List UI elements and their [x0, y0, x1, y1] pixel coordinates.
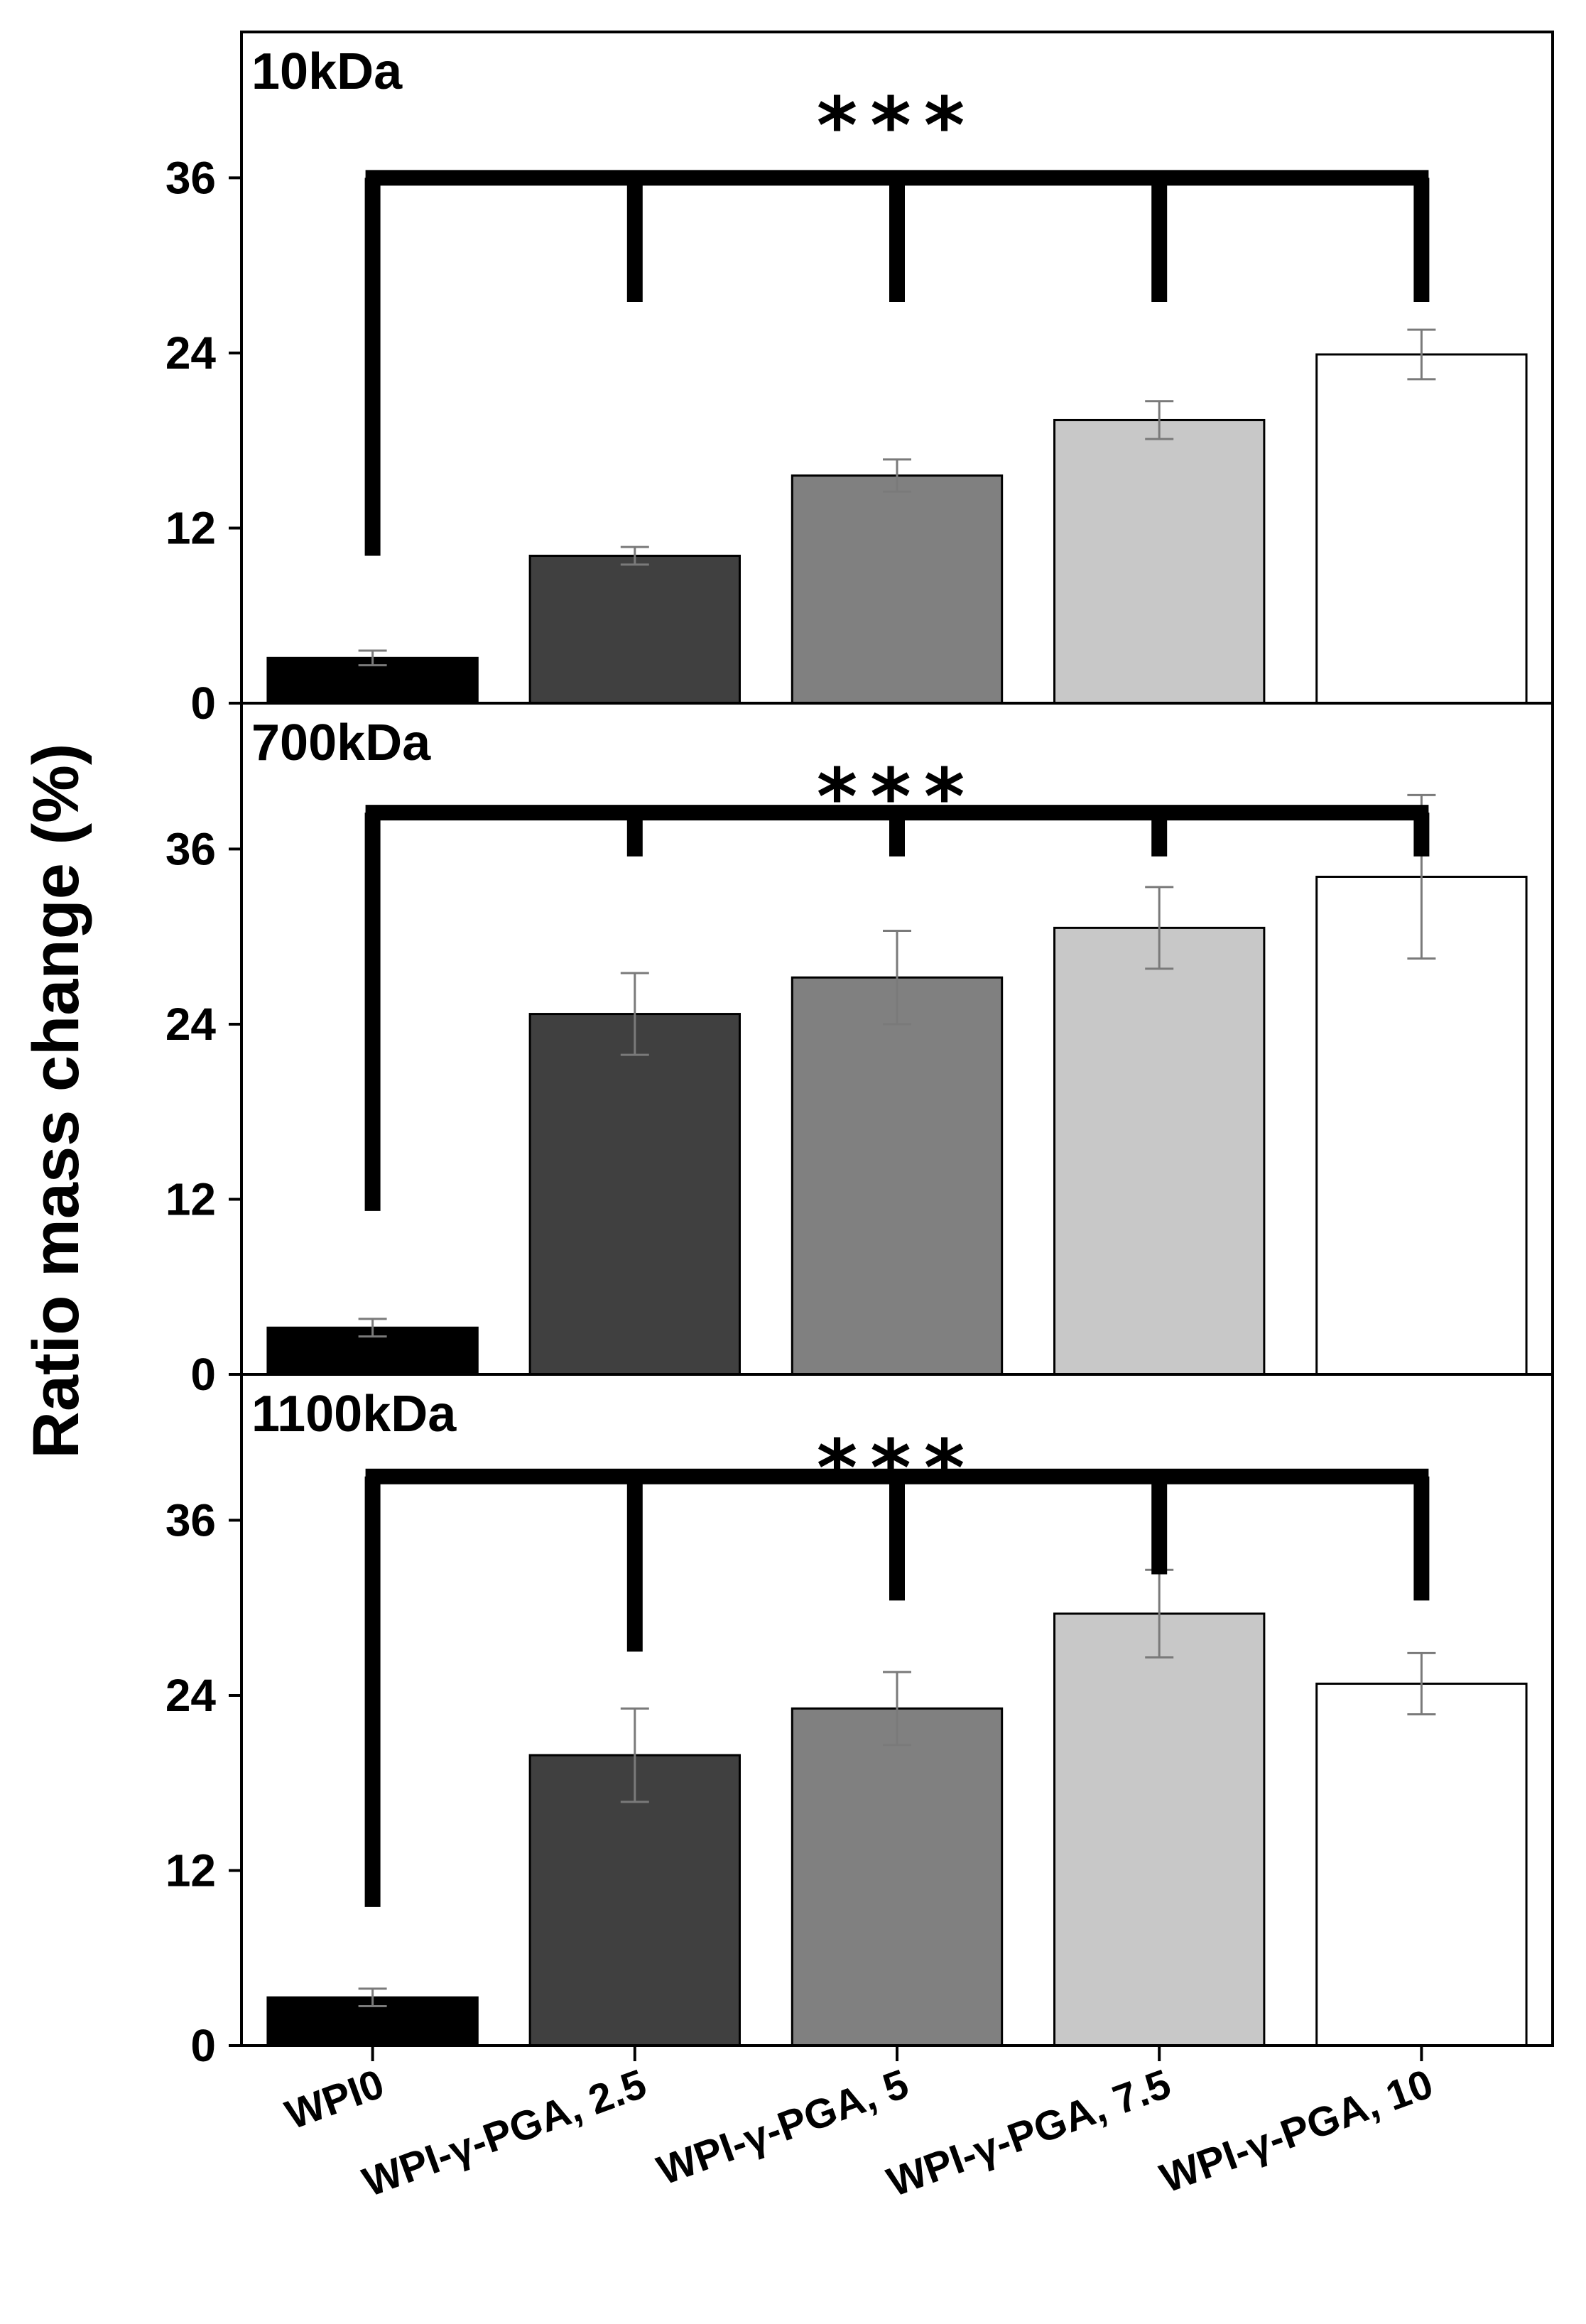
y-tick-label: 0: [190, 1349, 216, 1400]
panel-title: 700kDa: [251, 715, 431, 771]
panel-title: 10kDa: [251, 43, 403, 100]
bar: [528, 1013, 741, 1376]
significance-stars: ***: [817, 80, 978, 171]
bar: [1315, 1683, 1528, 2047]
y-tick-label: 12: [165, 502, 216, 553]
panel-title: 1100kDa: [251, 1386, 457, 1443]
y-tick-label: 36: [165, 152, 216, 203]
bar: [791, 976, 1004, 1376]
x-tick-label: WPI-γ-PGA, 10: [1154, 2060, 1439, 2202]
y-tick-label: 36: [165, 823, 216, 874]
y-tick-label: 0: [190, 2020, 216, 2071]
bar: [1053, 926, 1266, 1376]
x-tick-label: WPI-γ-PGA, 5: [651, 2060, 914, 2194]
y-tick-label: 12: [165, 1173, 216, 1225]
x-tick-label: WPI0: [280, 2060, 390, 2139]
x-tick-label: WPI-γ-PGA, 2.5: [357, 2060, 652, 2205]
y-tick-label: 24: [165, 327, 217, 379]
significance-stars: ***: [817, 751, 978, 842]
bar: [791, 1707, 1004, 2047]
y-tick-label: 36: [165, 1494, 216, 1546]
y-tick-label: 0: [190, 678, 216, 729]
panel-1: 10kDa 0 12 24 36 ***: [165, 31, 1554, 729]
y-tick-label: 24: [165, 999, 217, 1050]
bar: [791, 474, 1004, 705]
panel-3: 1100kDa 0 12 24 36 ***: [165, 1373, 1554, 2071]
bar: [1315, 353, 1528, 705]
bar: [1315, 875, 1528, 1376]
y-tick-label: 24: [165, 1670, 217, 1721]
x-tick-label: WPI-γ-PGA, 7.5: [881, 2060, 1177, 2205]
panel-2: 700kDa 0 12 24 36 ***: [165, 702, 1554, 1400]
bar: [1053, 418, 1266, 705]
bar: [528, 555, 741, 705]
bar: [1053, 1612, 1266, 2047]
y-tick-label: 12: [165, 1845, 216, 1896]
bar: [528, 1754, 741, 2047]
y-axis-label: Ratio mass change (%): [20, 743, 92, 1458]
significance-stars: ***: [817, 1423, 978, 1514]
